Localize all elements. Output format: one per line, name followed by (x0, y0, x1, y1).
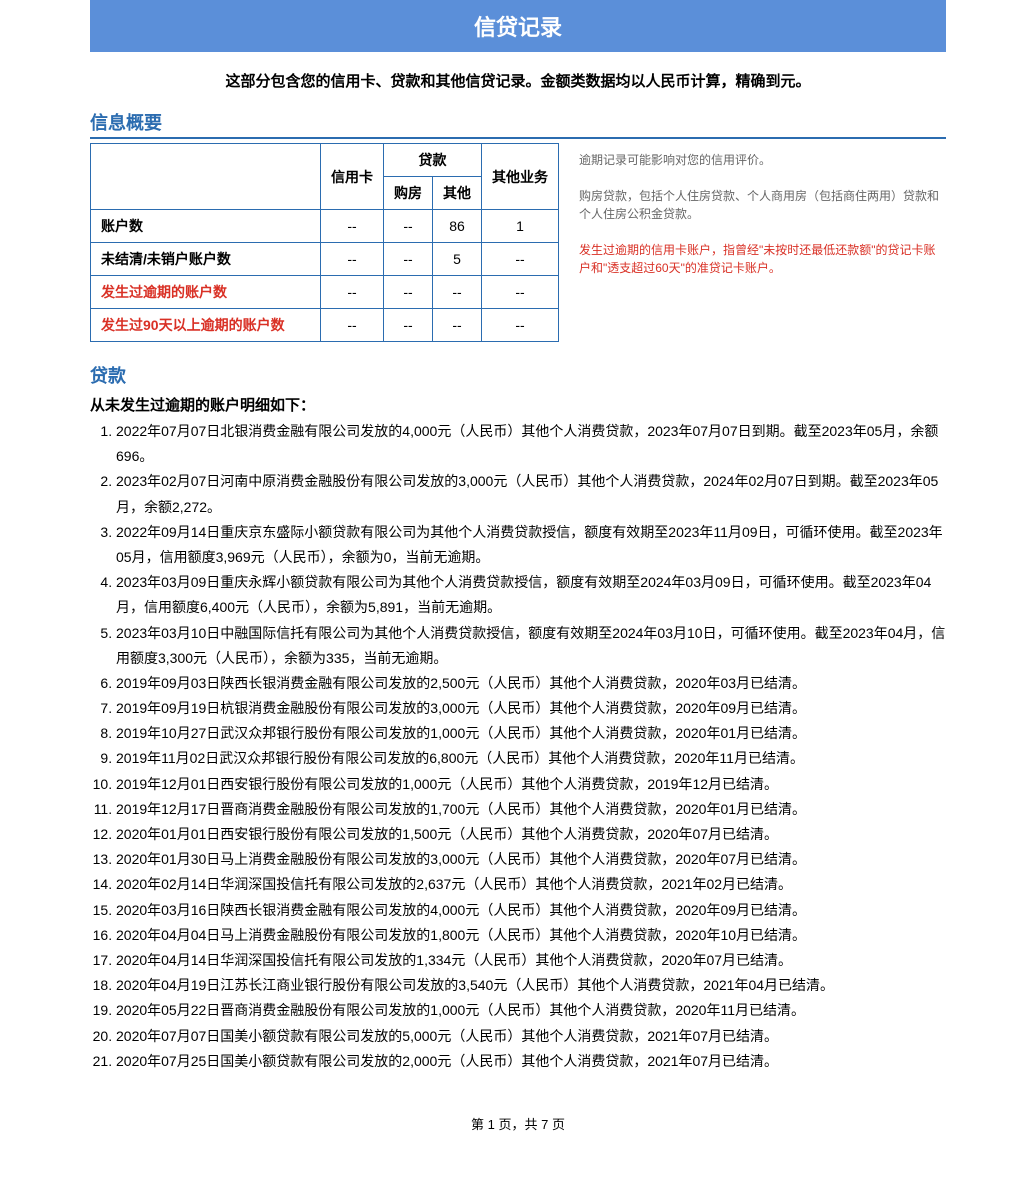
list-item: 2019年12月01日西安银行股份有限公司发放的1,000元（人民币）其他个人消… (116, 772, 946, 797)
col-other-biz: 其他业务 (482, 144, 559, 210)
list-item: 2019年12月17日晋商消费金融股份有限公司发放的1,700元（人民币）其他个… (116, 797, 946, 822)
col-loan: 贷款 (384, 144, 482, 177)
col-housing: 购房 (384, 177, 433, 210)
loan-subheader: 从未发生过逾期的账户明细如下： (90, 394, 946, 415)
list-item: 2023年02月07日河南中原消费金融股份有限公司发放的3,000元（人民币）其… (116, 469, 946, 519)
overview-wrap: 信用卡 贷款 其他业务 购房 其他 账户数----861未结清/未销户账户数--… (90, 143, 946, 342)
cell: -- (321, 210, 384, 243)
loan-list: 2022年07月07日北银消费金融有限公司发放的4,000元（人民币）其他个人消… (116, 419, 946, 1074)
list-item: 2020年07月25日国美小额贷款有限公司发放的2,000元（人民币）其他个人消… (116, 1049, 946, 1074)
list-item: 2020年04月04日马上消费金融股份有限公司发放的1,800元（人民币）其他个… (116, 923, 946, 948)
summary-table: 信用卡 贷款 其他业务 购房 其他 账户数----861未结清/未销户账户数--… (90, 143, 559, 342)
list-item: 2020年03月16日陕西长银消费金融有限公司发放的4,000元（人民币）其他个… (116, 898, 946, 923)
list-item: 2023年03月09日重庆永辉小额贷款有限公司为其他个人消费贷款授信，额度有效期… (116, 570, 946, 620)
list-item: 2020年04月19日江苏长江商业银行股份有限公司发放的3,540元（人民币）其… (116, 973, 946, 998)
notes-panel: 逾期记录可能影响对您的信用评价。 购房贷款，包括个人住房贷款、个人商用房（包括商… (579, 143, 946, 342)
loan-header: 贷款 (90, 362, 946, 388)
cell: -- (321, 309, 384, 342)
page-footer: 第 1 页，共 7 页 (30, 1114, 1006, 1133)
page-subtitle: 这部分包含您的信用卡、贷款和其他信贷记录。金额类数据均以人民币计算，精确到元。 (30, 70, 1006, 91)
note-3: 发生过逾期的信用卡账户，指曾经"未按时还最低还款额"的贷记卡账户和"透支超过60… (579, 241, 946, 277)
list-item: 2023年03月10日中融国际信托有限公司为其他个人消费贷款授信，额度有效期至2… (116, 621, 946, 671)
list-item: 2020年07月07日国美小额贷款有限公司发放的5,000元（人民币）其他个人消… (116, 1024, 946, 1049)
row-label: 发生过90天以上逾期的账户数 (91, 309, 321, 342)
table-row: 发生过逾期的账户数-------- (91, 276, 559, 309)
row-label: 未结清/未销户账户数 (91, 243, 321, 276)
cell: 86 (433, 210, 482, 243)
cell: -- (384, 210, 433, 243)
list-item: 2022年09月14日重庆京东盛际小额贷款有限公司为其他个人消费贷款授信，额度有… (116, 520, 946, 570)
cell: -- (321, 276, 384, 309)
cell: -- (482, 309, 559, 342)
cell: 1 (482, 210, 559, 243)
cell: -- (384, 276, 433, 309)
list-item: 2020年02月14日华润深国投信托有限公司发放的2,637元（人民币）其他个人… (116, 872, 946, 897)
cell: -- (384, 309, 433, 342)
col-blank (91, 144, 321, 210)
list-item: 2020年05月22日晋商消费金融股份有限公司发放的1,000元（人民币）其他个… (116, 998, 946, 1023)
cell: -- (482, 243, 559, 276)
list-item: 2019年09月03日陕西长银消费金融有限公司发放的2,500元（人民币）其他个… (116, 671, 946, 696)
table-row: 账户数----861 (91, 210, 559, 243)
row-label: 发生过逾期的账户数 (91, 276, 321, 309)
note-2: 购房贷款，包括个人住房贷款、个人商用房（包括商住两用）贷款和个人住房公积金贷款。 (579, 187, 946, 223)
list-item: 2019年09月19日杭银消费金融股份有限公司发放的3,000元（人民币）其他个… (116, 696, 946, 721)
cell: -- (321, 243, 384, 276)
note-1: 逾期记录可能影响对您的信用评价。 (579, 151, 946, 169)
row-label: 账户数 (91, 210, 321, 243)
list-item: 2019年10月27日武汉众邦银行股份有限公司发放的1,000元（人民币）其他个… (116, 721, 946, 746)
overview-header: 信息概要 (90, 109, 946, 139)
cell: -- (482, 276, 559, 309)
cell: 5 (433, 243, 482, 276)
cell: -- (433, 309, 482, 342)
list-item: 2020年01月30日马上消费金融股份有限公司发放的3,000元（人民币）其他个… (116, 847, 946, 872)
table-row: 未结清/未销户账户数----5-- (91, 243, 559, 276)
cell: -- (433, 276, 482, 309)
table-row: 发生过90天以上逾期的账户数-------- (91, 309, 559, 342)
list-item: 2020年04月14日华润深国投信托有限公司发放的1,334元（人民币）其他个人… (116, 948, 946, 973)
list-item: 2019年11月02日武汉众邦银行股份有限公司发放的6,800元（人民币）其他个… (116, 746, 946, 771)
page-title: 信贷记录 (90, 0, 946, 52)
cell: -- (384, 243, 433, 276)
list-item: 2022年07月07日北银消费金融有限公司发放的4,000元（人民币）其他个人消… (116, 419, 946, 469)
list-item: 2020年01月01日西安银行股份有限公司发放的1,500元（人民币）其他个人消… (116, 822, 946, 847)
col-other: 其他 (433, 177, 482, 210)
col-credit-card: 信用卡 (321, 144, 384, 210)
